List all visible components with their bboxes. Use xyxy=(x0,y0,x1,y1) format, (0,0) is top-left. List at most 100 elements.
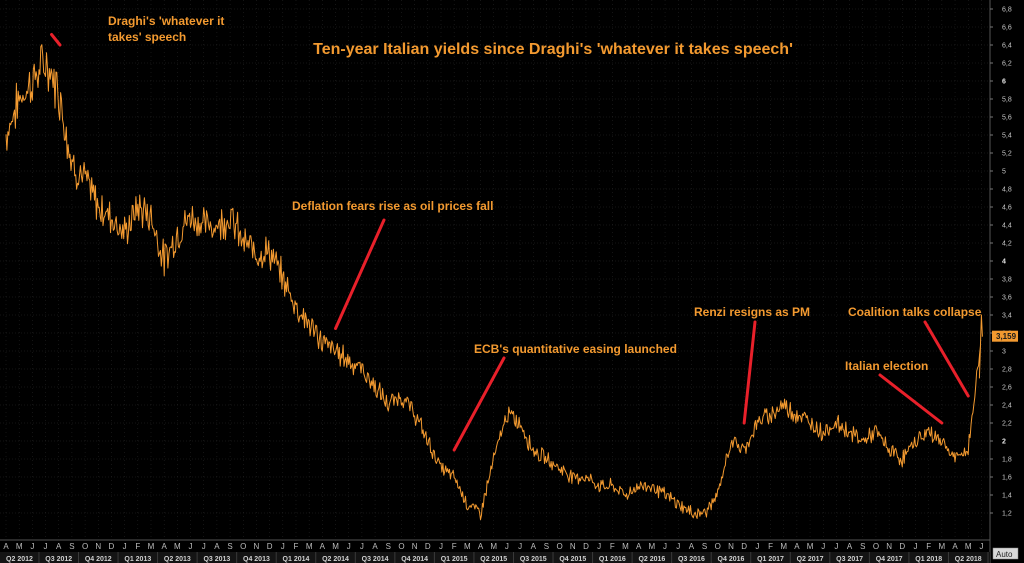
grid xyxy=(0,0,990,540)
month-label: N xyxy=(728,542,734,551)
month-label: M xyxy=(332,542,339,551)
month-label: A xyxy=(478,542,484,551)
month-label: J xyxy=(360,542,364,551)
annotation: Coalition talks collapse xyxy=(848,305,982,398)
month-label: J xyxy=(821,542,825,551)
month-label: M xyxy=(464,542,471,551)
y-tick-label: 2 xyxy=(1002,439,1006,446)
y-tick-label: 1,2 xyxy=(1002,511,1012,518)
annotation: Italian election xyxy=(845,359,944,425)
y-tick-label: 5,6 xyxy=(1002,115,1012,122)
series-line-italian-10y xyxy=(5,44,983,521)
quarter-label: Q1 2014 xyxy=(283,556,310,563)
month-label: D xyxy=(267,542,273,551)
month-label: F xyxy=(294,542,299,551)
quarter-label: Q4 2016 xyxy=(718,556,745,563)
annotation: Renzi resigns as PM xyxy=(694,305,810,425)
quarter-label: Q3 2012 xyxy=(45,556,72,563)
axis-mode-box[interactable] xyxy=(992,547,1019,560)
y-tick-label: 3,6 xyxy=(1002,295,1012,302)
month-label: S xyxy=(386,542,391,551)
month-label: A xyxy=(320,542,326,551)
month-label: J xyxy=(439,542,443,551)
month-label: M xyxy=(780,542,787,551)
month-label: S xyxy=(227,542,232,551)
annotation-text: Draghi's 'whatever it xyxy=(108,14,224,28)
month-label: J xyxy=(505,542,509,551)
annotations-layer: Draghi's 'whatever it takes' speech Deflat… xyxy=(50,14,982,452)
month-label: M xyxy=(306,542,313,551)
annotation-text: Italian election xyxy=(845,359,928,373)
annotation-arrow xyxy=(334,218,386,330)
quarter-label: Q3 2013 xyxy=(203,556,230,563)
annotation-arrow xyxy=(452,356,506,452)
quarter-label: Q1 2016 xyxy=(599,556,626,563)
month-label: O xyxy=(398,542,404,551)
y-tick-label: 2,2 xyxy=(1002,421,1012,428)
quarter-label: Q4 2013 xyxy=(243,556,270,563)
quarter-band xyxy=(0,552,990,563)
month-label: M xyxy=(965,542,972,551)
month-label: D xyxy=(109,542,115,551)
month-label: O xyxy=(715,542,721,551)
month-label: M xyxy=(807,542,814,551)
month-label: O xyxy=(82,542,88,551)
quarter-label: Q3 2014 xyxy=(362,556,389,563)
annotation-text: Renzi resigns as PM xyxy=(694,305,810,319)
y-tick-label: 2,6 xyxy=(1002,385,1012,392)
month-label: A xyxy=(847,542,853,551)
month-label: O xyxy=(873,542,879,551)
annotation: Draghi's 'whatever it takes' speech xyxy=(50,14,224,47)
month-label: J xyxy=(518,542,522,551)
month-label: O xyxy=(240,542,246,551)
quarter-label: Q1 2015 xyxy=(441,556,468,563)
y-tick-label: 6,2 xyxy=(1002,61,1012,68)
month-label: J xyxy=(914,542,918,551)
month-label: N xyxy=(886,542,892,551)
month-label: A xyxy=(689,542,695,551)
last-value-marker: 3,159 xyxy=(992,330,1018,342)
month-label: J xyxy=(834,542,838,551)
y-tick-label: 4,2 xyxy=(1002,241,1012,248)
quarter-label: Q4 2014 xyxy=(401,556,428,563)
month-label: M xyxy=(174,542,181,551)
quarter-label: Q2 2015 xyxy=(480,556,507,563)
month-label: J xyxy=(44,542,48,551)
month-label: A xyxy=(636,542,642,551)
quarter-label: Q1 2017 xyxy=(757,556,784,563)
month-label: J xyxy=(979,542,983,551)
axis-mode-label[interactable]: Auto xyxy=(996,550,1013,559)
month-label: F xyxy=(135,542,140,551)
month-label: N xyxy=(254,542,260,551)
y-tick-label: 4 xyxy=(1002,259,1006,266)
month-label: A xyxy=(3,542,9,551)
month-label: J xyxy=(347,542,351,551)
month-label: A xyxy=(794,542,800,551)
series-layer xyxy=(5,44,983,521)
annotation-text: takes' speech xyxy=(108,30,186,44)
month-label: A xyxy=(372,542,378,551)
y-tick-label: 4,8 xyxy=(1002,187,1012,194)
month-label: J xyxy=(663,542,667,551)
y-tick-label: 5,4 xyxy=(1002,133,1012,140)
quarter-label: Q4 2012 xyxy=(85,556,112,563)
month-label: A xyxy=(531,542,537,551)
axis-mode-button[interactable]: Auto xyxy=(992,547,1019,560)
month-label: J xyxy=(189,542,193,551)
month-label: M xyxy=(148,542,155,551)
y-tick-label: 3,4 xyxy=(1002,313,1012,320)
month-label: D xyxy=(583,542,589,551)
y-tick-label: 6 xyxy=(1002,79,1006,86)
month-label: F xyxy=(768,542,773,551)
month-label: N xyxy=(570,542,576,551)
quarter-label: Q3 2017 xyxy=(836,556,863,563)
y-tick-label: 6,8 xyxy=(1002,7,1012,14)
quarter-label: Q1 2018 xyxy=(915,556,942,563)
y-tick-label: 6,4 xyxy=(1002,43,1012,50)
month-label: J xyxy=(123,542,127,551)
y-tick-label: 5 xyxy=(1002,169,1006,176)
month-label: M xyxy=(490,542,497,551)
annotation-arrow xyxy=(742,320,757,425)
month-label: N xyxy=(95,542,101,551)
month-label: D xyxy=(741,542,747,551)
